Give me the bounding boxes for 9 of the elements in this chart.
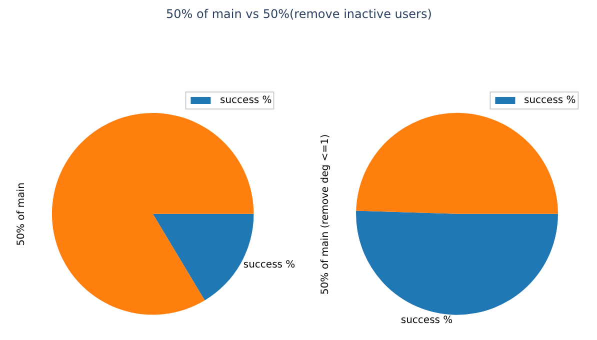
pie-slice (356, 210, 558, 315)
slice-label: success % (243, 259, 296, 270)
text: 50% of main (remove deg <=1) (320, 134, 331, 295)
legend-label: success % (524, 95, 576, 106)
slice-label: success % (400, 314, 453, 326)
text: 50% of main (16, 182, 28, 246)
legend-label: success % (220, 95, 272, 106)
pie-slice (356, 112, 558, 214)
chart-title: 50% of main vs 50%(remove inactive users) (166, 7, 432, 21)
